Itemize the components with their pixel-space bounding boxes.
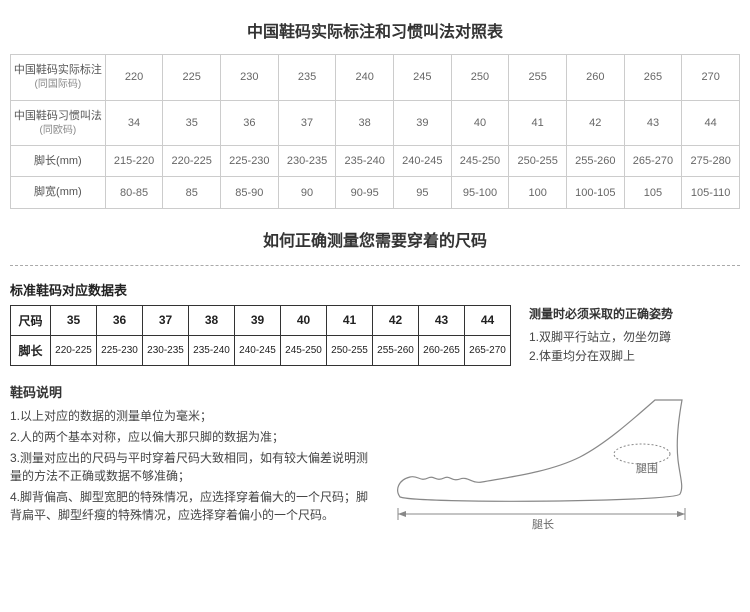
table-cell: 255-260	[373, 335, 419, 365]
table-cell: 265-270	[465, 335, 511, 365]
row-label: 中国鞋码实际标注(同国际码)	[11, 55, 106, 101]
row-label: 脚宽(mm)	[11, 177, 106, 208]
notes-item: 3.测量对应出的尺码与平时穿着尺码大致相同，如有较大偏差说明测量的方法不正确或数…	[10, 449, 370, 485]
table-cell: 39	[394, 100, 452, 146]
table-cell: 40	[281, 305, 327, 335]
divider	[10, 265, 740, 266]
table-cell: 85	[163, 177, 221, 208]
foot-diagram: 腿围 腿长	[380, 382, 740, 535]
table-cell: 80-85	[105, 177, 163, 208]
table-cell: 260	[566, 55, 624, 101]
table-cell: 245-250	[281, 335, 327, 365]
table-cell: 265	[624, 55, 682, 101]
table-cell: 255-260	[566, 146, 624, 177]
page-title-1: 中国鞋码实际标注和习惯叫法对照表	[10, 18, 740, 42]
table-cell: 38	[189, 305, 235, 335]
table-row: 中国鞋码习惯叫法(同欧码)3435363738394041424344	[11, 100, 740, 146]
table-cell: 85-90	[221, 177, 279, 208]
table-cell: 37	[278, 100, 336, 146]
table-cell: 42	[566, 100, 624, 146]
row-label: 尺码	[11, 305, 51, 335]
table-cell: 245-250	[451, 146, 509, 177]
table-cell: 36	[97, 305, 143, 335]
table-cell: 39	[235, 305, 281, 335]
table-cell: 37	[143, 305, 189, 335]
table2-title: 标准鞋码对应数据表	[10, 280, 740, 299]
table-row: 脚宽(mm)80-858585-909090-959595-100100100-…	[11, 177, 740, 208]
table-cell: 95-100	[451, 177, 509, 208]
standard-size-table: 尺码35363738394041424344 脚长220-225225-2302…	[10, 305, 511, 366]
table-cell: 245	[394, 55, 452, 101]
table-cell: 265-270	[624, 146, 682, 177]
row-label: 中国鞋码习惯叫法(同欧码)	[11, 100, 106, 146]
table-cell: 215-220	[105, 146, 163, 177]
ankle-circ	[614, 444, 670, 464]
table-cell: 230-235	[143, 335, 189, 365]
table-cell: 42	[373, 305, 419, 335]
length-label: 腿长	[532, 518, 554, 531]
size-notes: 鞋码说明 1.以上对应的数据的测量单位为毫米； 2.人的两个基本对称，应以偏大那…	[10, 382, 370, 527]
posture-item: 2.体重均分在双脚上	[529, 347, 673, 364]
table-cell: 36	[221, 100, 279, 146]
row-label: 脚长	[11, 335, 51, 365]
table-cell: 90	[278, 177, 336, 208]
circ-label: 腿围	[636, 462, 658, 475]
table-cell: 235-240	[336, 146, 394, 177]
table-cell: 275-280	[682, 146, 740, 177]
posture-item: 1.双脚平行站立，勿坐勿蹲	[529, 328, 673, 345]
notes-item: 1.以上对应的数据的测量单位为毫米；	[10, 407, 370, 425]
table-cell: 35	[163, 100, 221, 146]
table-cell: 34	[105, 100, 163, 146]
table-cell: 230	[221, 55, 279, 101]
table-cell: 225	[163, 55, 221, 101]
table-cell: 95	[394, 177, 452, 208]
table-cell: 41	[327, 305, 373, 335]
table-cell: 35	[51, 305, 97, 335]
table-row: 中国鞋码实际标注(同国际码)22022523023524024525025526…	[11, 55, 740, 101]
table-cell: 250-255	[509, 146, 567, 177]
table-cell: 38	[336, 100, 394, 146]
table-cell: 220-225	[51, 335, 97, 365]
table-cell: 41	[509, 100, 567, 146]
table-cell: 225-230	[97, 335, 143, 365]
table-cell: 260-265	[419, 335, 465, 365]
table-cell: 240-245	[235, 335, 281, 365]
page-title-2: 如何正确测量您需要穿着的尺码	[10, 227, 740, 251]
foot-outline	[398, 400, 682, 501]
table-cell: 43	[624, 100, 682, 146]
notes-item: 4.脚背偏高、脚型宽肥的特殊情况，应选择穿着偏大的一个尺码；脚背扁平、脚型纤瘦的…	[10, 488, 370, 524]
table-cell: 220-225	[163, 146, 221, 177]
table-cell: 240-245	[394, 146, 452, 177]
table-cell: 100	[509, 177, 567, 208]
table-cell: 90-95	[336, 177, 394, 208]
table-row: 脚长(mm)215-220220-225225-230230-235235-24…	[11, 146, 740, 177]
table-cell: 100-105	[566, 177, 624, 208]
posture-title: 测量时必须采取的正确姿势	[529, 305, 673, 322]
table-cell: 105	[624, 177, 682, 208]
table-cell: 44	[465, 305, 511, 335]
size-conversion-table: 中国鞋码实际标注(同国际码)22022523023524024525025526…	[10, 54, 740, 209]
table-cell: 44	[682, 100, 740, 146]
table-cell: 235	[278, 55, 336, 101]
table-cell: 255	[509, 55, 567, 101]
table-cell: 43	[419, 305, 465, 335]
posture-box: 测量时必须采取的正确姿势 1.双脚平行站立，勿坐勿蹲 2.体重均分在双脚上	[529, 305, 673, 366]
row-label: 脚长(mm)	[11, 146, 106, 177]
table-cell: 220	[105, 55, 163, 101]
table-cell: 225-230	[221, 146, 279, 177]
table-cell: 105-110	[682, 177, 740, 208]
table-cell: 250-255	[327, 335, 373, 365]
notes-item: 2.人的两个基本对称，应以偏大那只脚的数据为准；	[10, 428, 370, 446]
table-cell: 235-240	[189, 335, 235, 365]
table-cell: 40	[451, 100, 509, 146]
notes-title: 鞋码说明	[10, 382, 370, 401]
table-cell: 270	[682, 55, 740, 101]
table-cell: 240	[336, 55, 394, 101]
table-cell: 250	[451, 55, 509, 101]
table-cell: 230-235	[278, 146, 336, 177]
